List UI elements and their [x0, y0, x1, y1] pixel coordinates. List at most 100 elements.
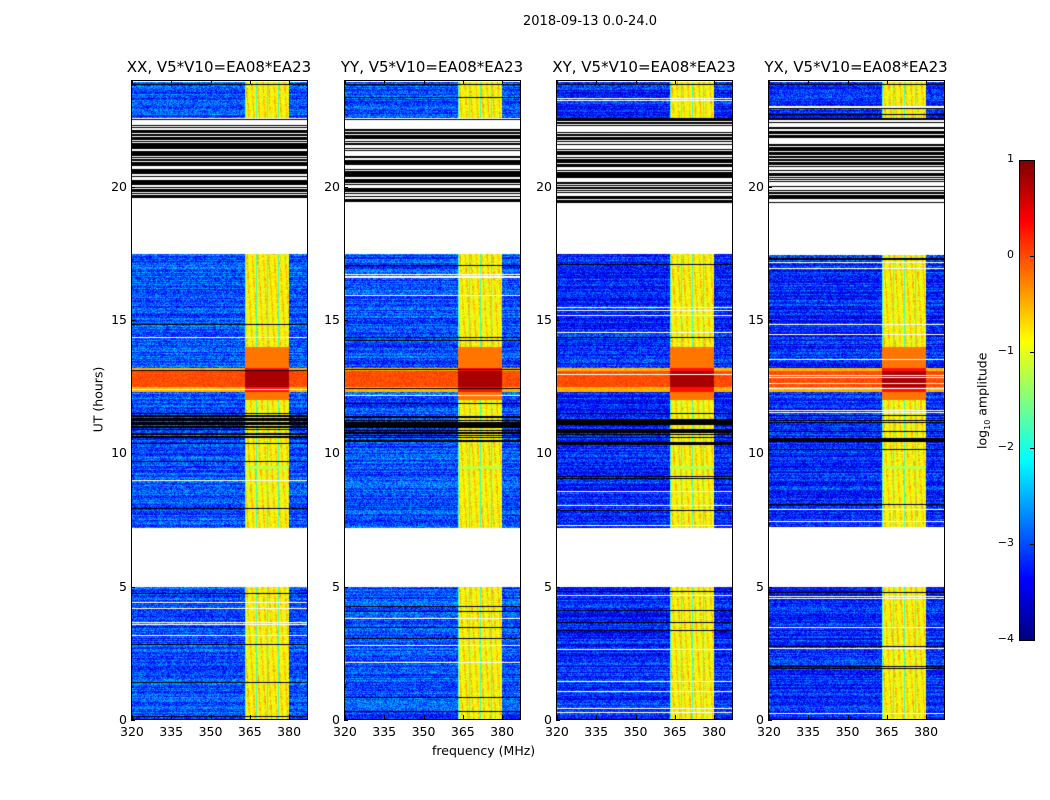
y-tick-mark [344, 320, 348, 321]
x-tick-mark [502, 80, 504, 84]
x-tick-mark [808, 80, 810, 84]
y-tick-label: 15 [536, 312, 552, 327]
y-tick-label: 20 [536, 178, 552, 194]
colorbar-tick-label: 1 [1007, 152, 1014, 165]
y-tick-label: 0 [332, 712, 340, 727]
x-tick-label: 350 [835, 724, 860, 739]
y-tick-mark [131, 453, 135, 455]
colorbar-tick-label: −1 [997, 344, 1014, 357]
x-tick-label: 365 [874, 724, 899, 739]
y-tick-mark [556, 720, 560, 721]
x-tick-mark [210, 715, 212, 719]
x-tick-mark [674, 80, 676, 84]
x-tick-mark [249, 715, 251, 719]
x-tick-label: 380 [914, 724, 939, 739]
y-tick-label: 0 [756, 712, 764, 727]
panel-title: XY, V5*V10=EA08*EA23 [552, 58, 736, 76]
x-tick-mark [596, 715, 598, 719]
x-tick-mark [289, 80, 291, 84]
panel-title: YY, V5*V10=EA08*EA23 [340, 58, 524, 76]
heatmap-panel [556, 80, 733, 720]
y-tick-mark [556, 320, 560, 321]
y-tick-label: 10 [324, 445, 340, 461]
y-tick-mark [768, 720, 772, 721]
x-tick-mark [926, 715, 928, 719]
x-tick-label: 365 [450, 724, 475, 739]
x-tick-label: 335 [584, 724, 609, 739]
x-tick-mark [423, 715, 425, 719]
y-tick-label: 20 [748, 178, 764, 194]
y-tick-label: 15 [748, 312, 764, 327]
x-tick-mark [557, 80, 558, 84]
x-tick-mark [384, 80, 386, 84]
x-tick-mark [847, 715, 849, 719]
colorbar-tick-mark [1030, 352, 1034, 353]
y-tick-mark [768, 586, 772, 588]
y-tick-label: 15 [324, 312, 340, 327]
x-tick-mark [769, 80, 770, 84]
x-tick-label: 320 [120, 724, 144, 739]
x-tick-mark [171, 80, 173, 84]
x-tick-mark [423, 80, 425, 84]
y-tick-mark [768, 453, 772, 455]
y-tick-label: 5 [119, 578, 127, 594]
x-tick-label: 365 [237, 724, 262, 739]
x-tick-mark [808, 715, 810, 719]
y-tick-mark [556, 586, 560, 588]
x-tick-label: 335 [159, 724, 184, 739]
x-axis-label: frequency (MHz) [432, 743, 536, 758]
figure-title: 2018-09-13 0.0-24.0 [523, 14, 657, 29]
x-tick-mark [249, 80, 251, 84]
heatmap-panel [768, 80, 945, 720]
y-tick-label: 5 [544, 578, 552, 594]
x-tick-mark [132, 80, 133, 84]
heatmap-image [132, 81, 307, 719]
colorbar-tick-mark [1030, 256, 1034, 257]
x-tick-label: 335 [372, 724, 397, 739]
y-tick-label: 5 [756, 578, 764, 594]
heatmap-panel [344, 80, 521, 720]
y-tick-mark [131, 186, 135, 188]
x-tick-mark [345, 715, 346, 719]
y-tick-mark [344, 186, 348, 188]
colorbar-tick-label: 0 [1007, 248, 1014, 261]
x-tick-mark [502, 715, 504, 719]
y-axis-label: UT (hours) [90, 366, 106, 433]
colorbar-tick-label: −3 [997, 536, 1014, 549]
y-tick-label: 0 [119, 712, 127, 727]
x-tick-label: 320 [545, 724, 569, 739]
x-tick-mark [557, 715, 558, 719]
colorbar-tick-mark [1030, 448, 1034, 449]
x-tick-mark [769, 715, 770, 719]
x-tick-mark [462, 80, 464, 84]
heatmap-panel [131, 80, 308, 720]
x-tick-mark [384, 715, 386, 719]
x-tick-mark [847, 80, 849, 84]
y-tick-mark [768, 186, 772, 188]
x-tick-mark [132, 715, 133, 719]
x-tick-label: 380 [702, 724, 727, 739]
colorbar-tick-mark [1030, 160, 1034, 161]
y-tick-mark [768, 320, 772, 321]
x-tick-label: 320 [757, 724, 781, 739]
x-tick-mark [714, 80, 716, 84]
x-tick-label: 350 [623, 724, 648, 739]
panel-title: YX, V5*V10=EA08*EA23 [764, 58, 948, 76]
x-tick-mark [210, 80, 212, 84]
x-tick-label: 350 [411, 724, 436, 739]
y-tick-mark [131, 720, 135, 721]
x-tick-label: 365 [662, 724, 687, 739]
colorbar [1019, 160, 1035, 641]
y-tick-label: 15 [111, 312, 127, 327]
x-tick-mark [886, 715, 888, 719]
y-tick-mark [131, 320, 135, 321]
x-tick-mark [926, 80, 928, 84]
heatmap-image [345, 81, 520, 719]
colorbar-tick-label: −4 [997, 632, 1014, 645]
y-tick-label: 20 [111, 178, 127, 194]
y-tick-label: 10 [748, 445, 764, 461]
y-tick-mark [344, 453, 348, 455]
x-tick-label: 335 [796, 724, 821, 739]
y-tick-label: 20 [324, 178, 340, 194]
